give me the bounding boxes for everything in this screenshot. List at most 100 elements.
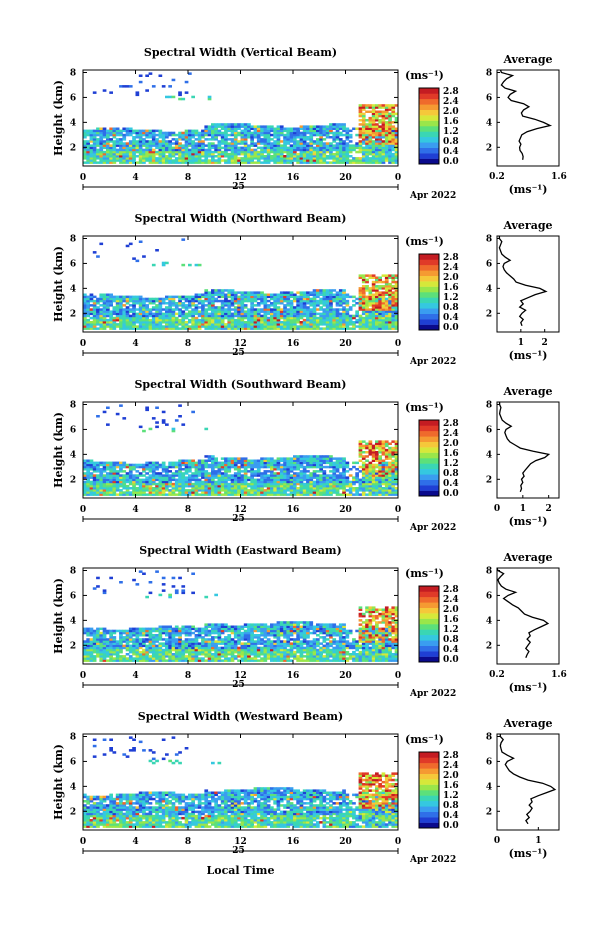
colorbar-segment bbox=[419, 270, 439, 276]
x-tick-label: 0 bbox=[395, 837, 401, 847]
x-tick-label: 20 bbox=[339, 837, 352, 847]
colorbar-segment bbox=[419, 126, 439, 132]
date-label: Apr 2022 bbox=[409, 689, 456, 699]
date-label: Apr 2022 bbox=[409, 523, 456, 533]
x-tick-label: 0 bbox=[80, 339, 86, 349]
heatmap-cells bbox=[83, 238, 399, 330]
profile-x-label: (ms⁻¹) bbox=[509, 349, 548, 362]
colorbar-segment bbox=[419, 98, 439, 105]
day-label: 25 bbox=[232, 514, 245, 524]
colorbar-label: 0.8 bbox=[443, 635, 459, 645]
colorbar-label: 1.6 bbox=[443, 117, 459, 127]
profile-x-tick-label: 1 bbox=[535, 836, 541, 846]
profile-x-tick-label: 1 bbox=[520, 504, 526, 514]
profile-frame bbox=[496, 733, 560, 831]
colorbar-segment bbox=[419, 142, 439, 148]
colorbar-segment bbox=[419, 281, 439, 287]
colorbar-segment bbox=[419, 308, 439, 314]
colorbar-segment bbox=[419, 264, 439, 271]
colorbar-frame bbox=[418, 87, 440, 165]
colorbar-segment bbox=[419, 447, 439, 453]
colorbar-segment bbox=[419, 286, 439, 293]
colorbar-units: (ms⁻¹) bbox=[405, 401, 444, 414]
date-label: Apr 2022 bbox=[409, 855, 456, 865]
colorbar-segment bbox=[419, 104, 439, 110]
colorbar-label: 0.0 bbox=[443, 821, 459, 831]
colorbar-label: 2.0 bbox=[443, 771, 459, 781]
colorbar-label: 0.8 bbox=[443, 137, 459, 147]
x-tick-label: 16 bbox=[287, 837, 300, 847]
profile-y-tick-label: 4 bbox=[486, 450, 492, 460]
colorbar-label: 2.8 bbox=[443, 253, 459, 263]
colorbar-label: 0.0 bbox=[443, 157, 459, 167]
panel-2: Spectral Width (Southward Beam) 2 4 6 8 Heigh… bbox=[52, 378, 560, 533]
profile-title: Average bbox=[502, 385, 552, 398]
x-tick-label: 0 bbox=[80, 173, 86, 183]
colorbar-segment bbox=[419, 324, 439, 331]
profile-x-tick-label: 1.6 bbox=[551, 172, 567, 182]
profile-y-tick-label: 4 bbox=[486, 118, 492, 128]
x-tick-label: 0 bbox=[395, 339, 401, 349]
x-tick-label: 8 bbox=[185, 505, 191, 515]
profile-y-tick-label: 6 bbox=[486, 259, 492, 269]
x-tick-label: 12 bbox=[234, 837, 247, 847]
y-axis-label: Height (km) bbox=[52, 412, 65, 488]
colorbar-segment bbox=[419, 757, 439, 764]
profile-y-tick-label: 8 bbox=[486, 234, 492, 244]
heatmap-cells bbox=[83, 404, 399, 496]
profile-y-tick-label: 2 bbox=[486, 807, 492, 817]
colorbar-segment bbox=[419, 762, 439, 769]
profile-y-tick-label: 4 bbox=[486, 782, 492, 792]
colorbar-units: (ms⁻¹) bbox=[405, 235, 444, 248]
colorbar-segment bbox=[419, 297, 439, 304]
colorbar-segment bbox=[419, 259, 439, 266]
x-tick-label: 12 bbox=[234, 173, 247, 183]
day-label: 25 bbox=[232, 182, 245, 192]
profile-frame bbox=[496, 401, 560, 499]
colorbar-segment bbox=[419, 634, 439, 641]
colorbar-label: 1.2 bbox=[443, 625, 459, 635]
colorbar-segment bbox=[419, 463, 439, 470]
colorbar-segment bbox=[419, 602, 439, 608]
y-tick-label: 4 bbox=[70, 616, 76, 626]
colorbar-segment bbox=[419, 790, 439, 796]
colorbar-segment bbox=[419, 752, 439, 758]
colorbar-segment bbox=[419, 591, 439, 598]
colorbar-segment bbox=[419, 430, 439, 437]
panel-title: Spectral Width (Vertical Beam) bbox=[144, 46, 337, 59]
x-tick-label: 0 bbox=[395, 671, 401, 681]
colorbar-label: 2.4 bbox=[443, 97, 459, 107]
x-tick-label: 20 bbox=[339, 173, 352, 183]
x-tick-label: 0 bbox=[395, 173, 401, 183]
colorbar-segment bbox=[419, 490, 439, 497]
colorbar-segment bbox=[419, 93, 439, 100]
profile-frame bbox=[496, 567, 560, 665]
profile-x-tick-label: 0.2 bbox=[489, 670, 505, 680]
x-tick-label: 16 bbox=[287, 505, 300, 515]
day-label: 25 bbox=[232, 680, 245, 690]
colorbar-label: 0.0 bbox=[443, 489, 459, 499]
colorbar-label: 2.0 bbox=[443, 107, 459, 117]
y-tick-label: 4 bbox=[70, 284, 76, 294]
x-tick-label: 12 bbox=[234, 671, 247, 681]
colorbar-segment bbox=[419, 618, 439, 625]
x-tick-label: 20 bbox=[339, 671, 352, 681]
colorbar-segment bbox=[419, 629, 439, 636]
y-tick-label: 6 bbox=[70, 757, 76, 767]
heatmap-cells bbox=[83, 72, 399, 164]
colorbar-label: 1.6 bbox=[443, 615, 459, 625]
colorbar-segment bbox=[419, 822, 439, 829]
colorbar-segment bbox=[419, 640, 439, 646]
x-tick-label: 4 bbox=[132, 339, 138, 349]
colorbar-label: 0.0 bbox=[443, 655, 459, 665]
colorbar-label: 0.8 bbox=[443, 303, 459, 313]
heatmap-cells bbox=[83, 570, 399, 662]
profile-x-tick-label: 0 bbox=[494, 504, 500, 514]
y-axis-label: Height (km) bbox=[52, 246, 65, 322]
panel-title: Spectral Width (Eastward Beam) bbox=[139, 544, 341, 557]
y-axis-label: Height (km) bbox=[52, 80, 65, 156]
profile-y-tick-label: 8 bbox=[486, 732, 492, 742]
profile-x-label: (ms⁻¹) bbox=[509, 183, 548, 196]
colorbar-segment bbox=[419, 773, 439, 780]
